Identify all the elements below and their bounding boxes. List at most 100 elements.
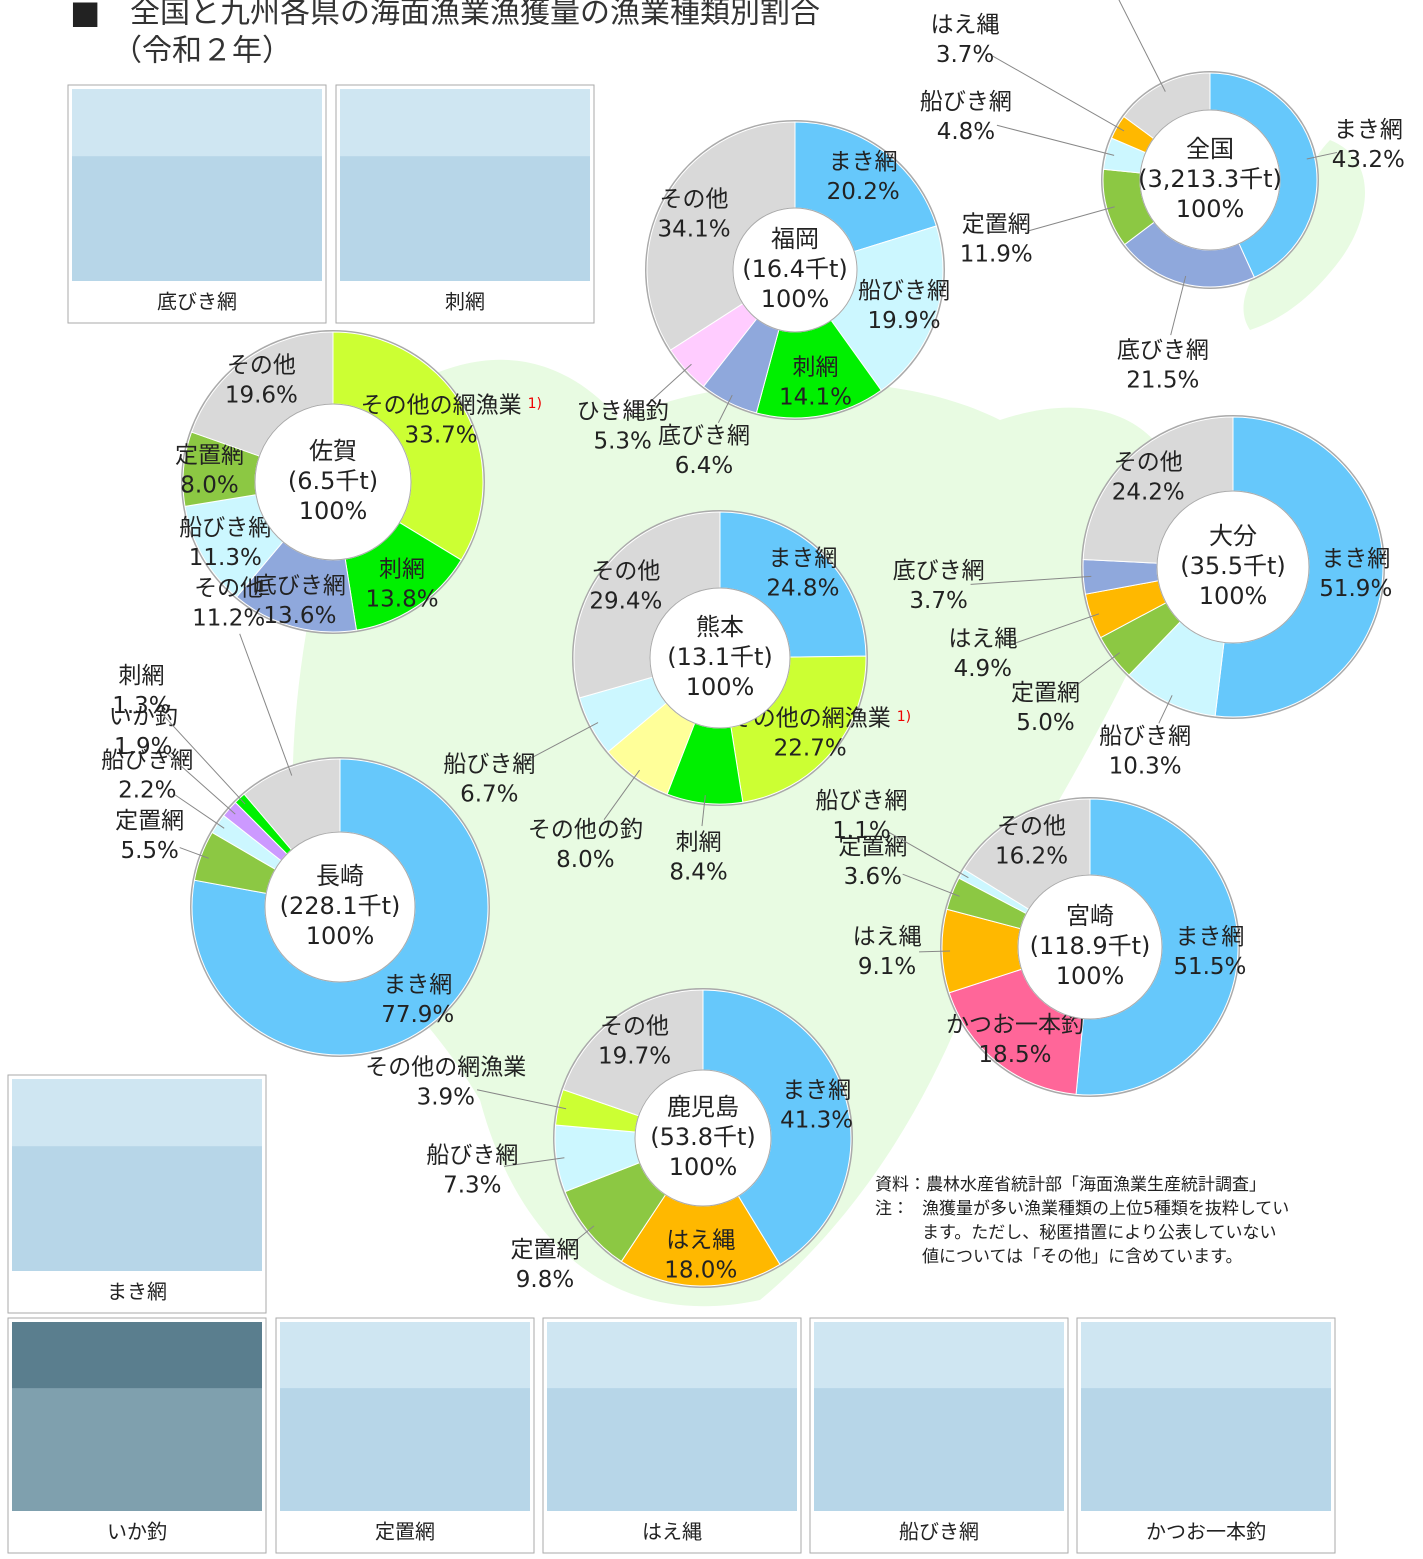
slice-value-label: 8.0% [556, 847, 614, 873]
leader-line [992, 55, 1125, 132]
leader-line [996, 124, 1115, 156]
illustration-water [340, 156, 590, 281]
note-line: 漁獲量が多い漁業種類の上位5種類を抜粋してい [922, 1199, 1289, 1219]
leader-line [701, 795, 706, 827]
donut-hole [732, 207, 858, 333]
illustration-water [72, 156, 322, 281]
slice-value-label: 1.9% [114, 734, 172, 760]
slice-category: 定置網 [1011, 680, 1080, 706]
illustration-caption: 船びき網 [899, 1520, 979, 1544]
title: 全国と九州各県の海面漁業漁獲量の漁業種類別割合 [130, 0, 820, 31]
leader-line [902, 873, 960, 897]
leader-line [1158, 695, 1173, 724]
title-bullet: ■ [70, 0, 100, 31]
illustration-caption: 底びき網 [157, 290, 237, 314]
slice-value-label: 4.9% [954, 656, 1012, 682]
slice-value-label: 13.8% [366, 586, 439, 612]
slice-category: 刺網 [118, 663, 164, 689]
center-label: (13.1千t) [667, 643, 773, 671]
center-label: 大分 [1209, 522, 1257, 550]
slice-value-label: 11.9% [960, 241, 1033, 267]
leader-line [503, 1157, 565, 1167]
slice-value-label: 22.7% [774, 736, 847, 762]
illustration-water [814, 1388, 1064, 1511]
subtitle: （令和２年） [112, 34, 292, 69]
slice-value-label: 20.2% [827, 179, 900, 205]
note-line: 値については「その他」に含めています。 [922, 1247, 1242, 1267]
slice-category: はえ縄 [948, 626, 1017, 652]
center-label: 福岡 [771, 225, 819, 253]
leader-line [569, 1225, 595, 1246]
slice-value-label: 13.6% [263, 603, 336, 629]
slice-category: その他 [194, 575, 263, 601]
illustration-caption: 刺網 [445, 290, 485, 314]
center-label: 100% [686, 673, 755, 701]
center-label: (118.9千t) [1030, 932, 1151, 960]
center-label: 100% [761, 285, 830, 313]
slice-category: 定置網 [115, 808, 184, 834]
slice-value-label: 33.7% [405, 423, 478, 449]
illustration-caption: かつお一本釣 [1146, 1520, 1266, 1544]
slice-value-label: 7.3% [443, 1172, 501, 1198]
slice-value-label: 24.2% [1112, 479, 1185, 505]
slice-category: 船びき網 [858, 278, 950, 304]
illustration-water [12, 1388, 262, 1511]
slice-category: まき網 [1321, 546, 1390, 572]
slice-value-label: 4.8% [937, 119, 995, 145]
slice-category: その他の釣 [528, 817, 643, 843]
slice-value-label: 8.4% [669, 859, 727, 885]
slice-category: その他 [660, 186, 729, 212]
illustration-caption: 定置網 [375, 1520, 435, 1544]
leader-line [239, 633, 293, 776]
slice-value-label: 3.7% [909, 588, 967, 614]
slice-value-label: 11.2% [192, 605, 265, 631]
slice-value-label: 18.0% [664, 1257, 737, 1283]
slice-value-label: 3.6% [844, 864, 902, 890]
slice-value-label: 19.7% [598, 1043, 671, 1069]
slice-value-label: 18.5% [978, 1042, 1051, 1068]
slice-value-label: 2.2% [118, 778, 176, 804]
center-label: 100% [1056, 962, 1125, 990]
illustration-water [547, 1388, 797, 1511]
slice-category: まき網 [383, 972, 452, 998]
slice-category: まき網 [768, 546, 837, 572]
center-label: 100% [669, 1153, 738, 1181]
leader-line [173, 793, 225, 829]
slice-category: その他 [591, 558, 660, 584]
slice-value-label: 5.3% [593, 428, 651, 454]
slice-value-label: 11.3% [189, 545, 262, 571]
slice-value-label: 8.0% [180, 473, 238, 499]
center-label: 宮崎 [1066, 902, 1114, 930]
donut-outline [1101, 71, 1319, 289]
leader-line [517, 722, 599, 766]
slice-value-label: 21.5% [1126, 368, 1199, 394]
center-label: 長崎 [316, 862, 364, 890]
slice-category: まき網 [782, 1078, 851, 1104]
leader-line [1070, 652, 1121, 690]
center-label: (53.8千t) [650, 1123, 756, 1151]
slice-value-label: 19.9% [867, 308, 940, 334]
center-label: 佐賀 [309, 437, 357, 465]
slice-category: 底びき網 [893, 558, 985, 584]
donut-hole [1156, 490, 1310, 644]
slice-category: その他 [600, 1013, 669, 1039]
illustration-water [280, 1388, 530, 1511]
slice-value-label: 6.4% [675, 453, 733, 479]
footnote-mark: 1) [897, 709, 911, 725]
slice-category: 刺網 [379, 556, 425, 582]
donut-outline [572, 510, 868, 806]
slice-category: 船びき網 [426, 1142, 518, 1168]
slice-value-label: 5.5% [120, 838, 178, 864]
slice-value-label: 34.1% [658, 216, 731, 242]
slice-category: はえ縄 [853, 924, 922, 950]
source: 資料：農林水産省統計部「海面漁業生産統計調査」 [875, 1175, 1266, 1195]
donut-outline [1081, 415, 1385, 719]
slice-category: はえ縄 [931, 12, 1000, 38]
leader-line [919, 950, 951, 953]
slice-category: 定置網 [838, 834, 907, 860]
slice-category: 定置網 [962, 211, 1031, 237]
map-background [292, 140, 1365, 1307]
slice-category: 船びき網 [1099, 724, 1191, 750]
slice-value-label: 77.9% [381, 1002, 454, 1028]
slice-category: 底びき網 [658, 423, 750, 449]
